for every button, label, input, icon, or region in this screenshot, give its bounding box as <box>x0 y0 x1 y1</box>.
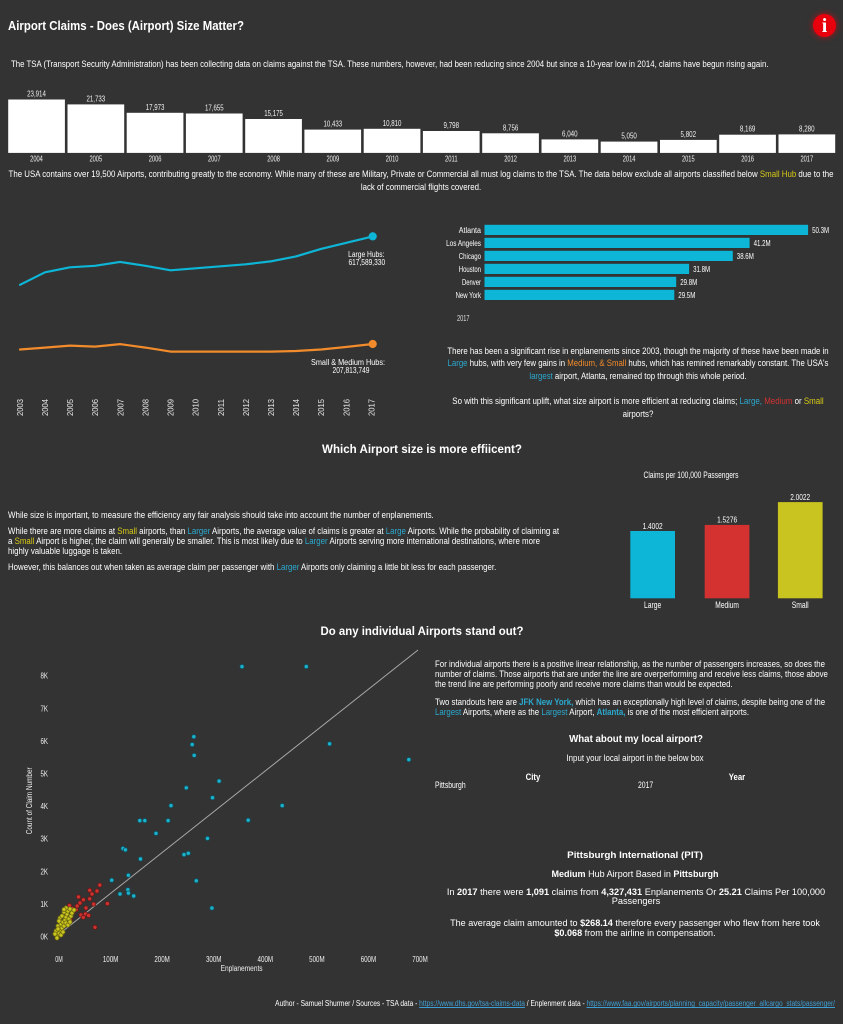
svg-text:Medium: Medium <box>715 600 739 611</box>
svg-text:8,280: 8,280 <box>799 124 815 133</box>
svg-text:2012: 2012 <box>504 154 517 163</box>
svg-text:2008: 2008 <box>267 154 280 163</box>
svg-text:2K: 2K <box>41 867 49 876</box>
svg-text:2007: 2007 <box>208 154 221 163</box>
svg-text:9,798: 9,798 <box>444 121 460 130</box>
svg-text:5K: 5K <box>41 770 49 779</box>
svg-text:41.2M: 41.2M <box>754 239 771 248</box>
svg-text:200M: 200M <box>154 955 170 964</box>
svg-text:2003: 2003 <box>16 398 25 416</box>
svg-text:0M: 0M <box>55 955 63 964</box>
svg-text:10,433: 10,433 <box>323 120 342 129</box>
svg-text:Houston: Houston <box>459 265 481 274</box>
svg-text:6K: 6K <box>41 737 49 746</box>
svg-text:Small: Small <box>792 600 809 611</box>
svg-text:600M: 600M <box>361 955 377 964</box>
svg-text:3K: 3K <box>41 835 49 844</box>
svg-text:2014: 2014 <box>292 398 301 416</box>
svg-text:2006: 2006 <box>91 398 100 416</box>
svg-text:21,733: 21,733 <box>86 94 105 103</box>
svg-text:207,813,749: 207,813,749 <box>333 366 370 375</box>
svg-text:100M: 100M <box>103 955 119 964</box>
svg-text:2015: 2015 <box>682 154 695 163</box>
svg-text:2009: 2009 <box>326 154 339 163</box>
svg-text:17,655: 17,655 <box>205 104 224 113</box>
svg-text:2015: 2015 <box>317 398 326 416</box>
svg-text:2012: 2012 <box>242 398 251 416</box>
svg-text:1K: 1K <box>41 900 49 909</box>
svg-text:2016: 2016 <box>342 398 351 416</box>
svg-text:Denver: Denver <box>462 278 481 287</box>
svg-text:5,802: 5,802 <box>681 130 697 139</box>
svg-text:New York: New York <box>456 291 482 300</box>
svg-text:2005: 2005 <box>89 154 102 163</box>
svg-text:2008: 2008 <box>141 398 150 416</box>
svg-text:5,050: 5,050 <box>621 132 637 141</box>
svg-text:2014: 2014 <box>623 154 636 163</box>
svg-text:38.6M: 38.6M <box>737 252 754 261</box>
svg-text:Los Angeles: Los Angeles <box>446 239 481 248</box>
svg-text:17,973: 17,973 <box>146 103 165 112</box>
svg-text:Small & Medium Hubs:: Small & Medium Hubs: <box>311 358 385 367</box>
svg-text:2017: 2017 <box>368 398 377 416</box>
svg-text:1.5276: 1.5276 <box>717 515 737 525</box>
svg-text:400M: 400M <box>258 955 274 964</box>
svg-text:2011: 2011 <box>217 398 226 416</box>
svg-text:2007: 2007 <box>116 398 125 416</box>
svg-text:Count of Claim Number: Count of Claim Number <box>25 767 34 834</box>
svg-text:15,175: 15,175 <box>264 109 283 118</box>
svg-text:50.3M: 50.3M <box>812 226 829 235</box>
svg-text:Claims per 100,000 Passengers: Claims per 100,000 Passengers <box>644 470 739 480</box>
svg-text:6,040: 6,040 <box>562 129 578 138</box>
svg-text:8,756: 8,756 <box>503 123 519 132</box>
svg-text:29.5M: 29.5M <box>678 291 695 300</box>
svg-text:2010: 2010 <box>192 398 201 416</box>
svg-text:1.4002: 1.4002 <box>643 521 663 531</box>
svg-text:0K: 0K <box>41 933 49 942</box>
svg-text:Chicago: Chicago <box>459 252 482 261</box>
svg-text:4K: 4K <box>41 802 49 811</box>
svg-text:8,169: 8,169 <box>740 125 756 134</box>
svg-text:23,914: 23,914 <box>27 90 46 99</box>
svg-text:7K: 7K <box>41 704 49 713</box>
svg-text:2013: 2013 <box>267 398 276 416</box>
svg-text:Large Hubs:: Large Hubs: <box>348 250 384 259</box>
svg-text:2011: 2011 <box>445 154 458 163</box>
svg-text:2004: 2004 <box>30 154 43 163</box>
svg-text:Atlanta: Atlanta <box>459 226 482 235</box>
svg-text:Large: Large <box>644 600 661 611</box>
svg-text:2010: 2010 <box>386 154 399 163</box>
svg-text:617,589,330: 617,589,330 <box>348 258 385 267</box>
svg-text:10,810: 10,810 <box>383 119 402 128</box>
svg-text:2006: 2006 <box>149 154 162 163</box>
svg-text:2004: 2004 <box>41 398 50 416</box>
svg-text:700M: 700M <box>412 955 428 964</box>
svg-text:2016: 2016 <box>741 154 754 163</box>
svg-text:8K: 8K <box>41 672 49 681</box>
svg-text:2.0022: 2.0022 <box>790 492 810 502</box>
svg-text:2017: 2017 <box>800 154 813 163</box>
svg-text:2005: 2005 <box>66 398 75 416</box>
svg-text:2013: 2013 <box>563 154 576 163</box>
svg-text:Enplanements: Enplanements <box>221 964 263 973</box>
svg-text:2017: 2017 <box>457 314 470 323</box>
svg-text:31.8M: 31.8M <box>693 265 710 274</box>
svg-text:29.8M: 29.8M <box>680 278 697 287</box>
svg-text:2009: 2009 <box>167 398 176 416</box>
svg-text:300M: 300M <box>206 955 222 964</box>
svg-text:500M: 500M <box>309 955 325 964</box>
